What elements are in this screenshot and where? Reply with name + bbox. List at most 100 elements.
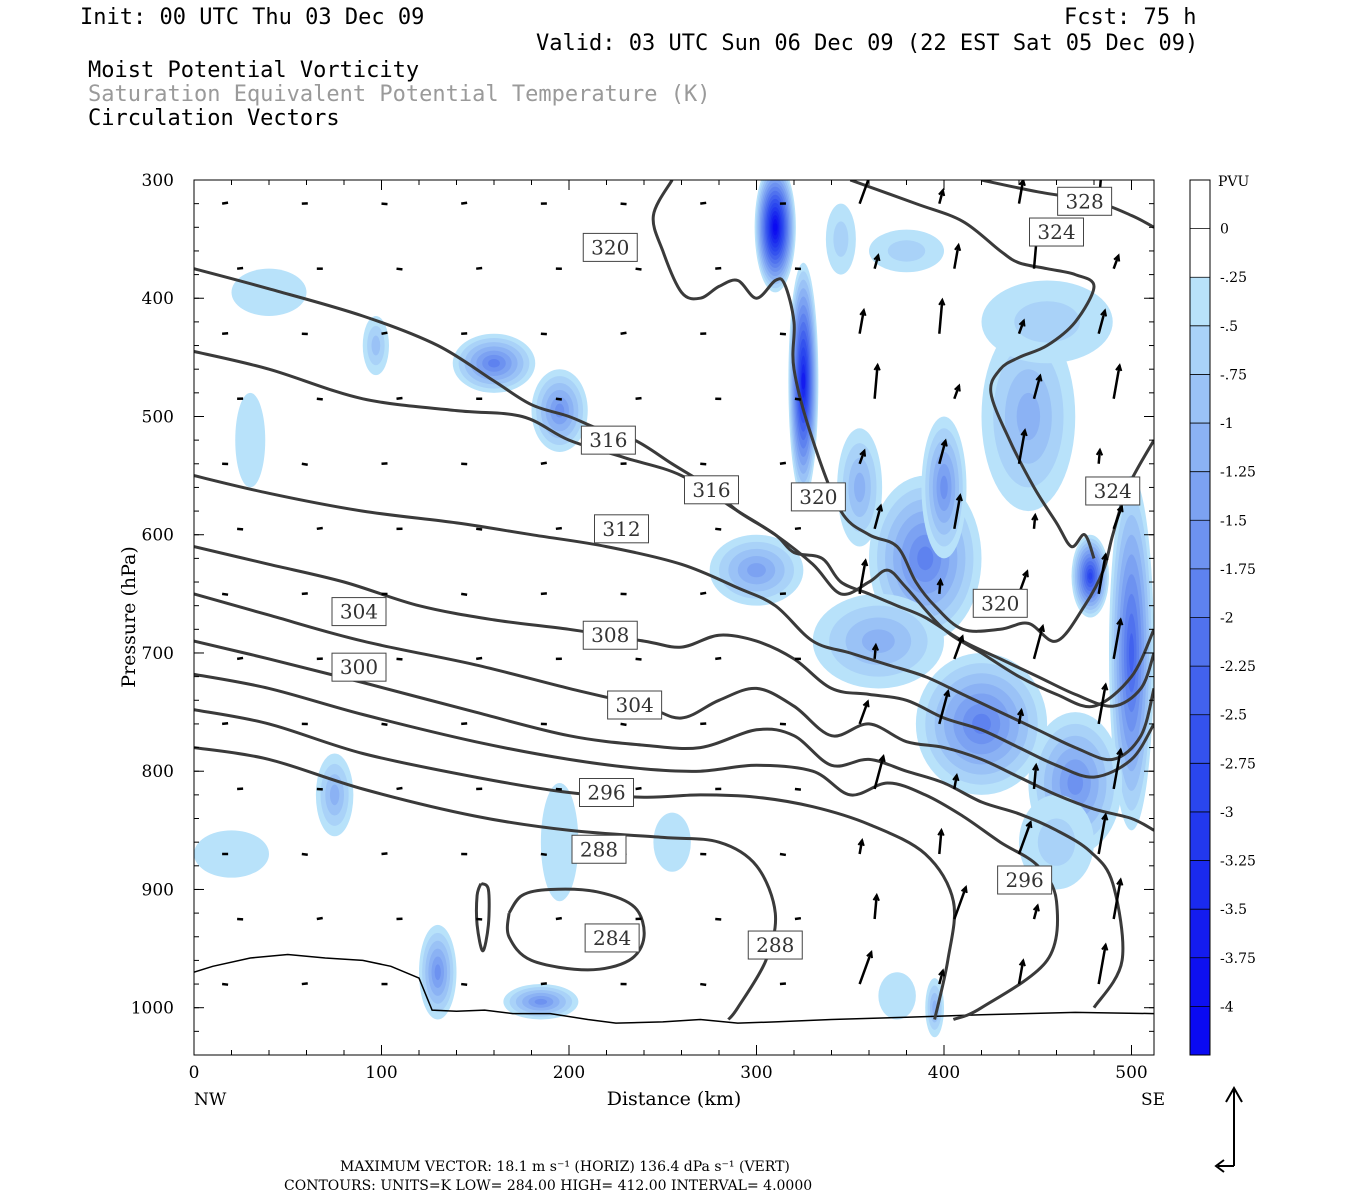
colorbar-swatch	[1190, 568, 1210, 618]
pv-blob	[812, 593, 944, 689]
contour-label: 320	[790, 482, 846, 512]
vector-arrow	[715, 656, 722, 661]
vector-arrow	[953, 885, 968, 920]
vector-arrow	[857, 838, 865, 855]
svg-text:304: 304	[616, 693, 654, 717]
vector-arrow	[1112, 504, 1124, 530]
contour-316	[194, 350, 1154, 709]
colorbar-swatch	[1190, 666, 1210, 715]
vector-arrow	[396, 267, 403, 271]
colorbar-level-label: -2.25	[1220, 659, 1256, 675]
y-tick-label: 600	[142, 526, 174, 546]
colorbar-level-label: -2	[1220, 611, 1234, 627]
svg-text:300: 300	[340, 655, 378, 679]
pv-blob	[540, 783, 579, 902]
vector-arrow	[555, 397, 562, 401]
contour-296	[194, 672, 1060, 1021]
vector-arrow	[1032, 903, 1040, 920]
vector-arrow	[221, 592, 229, 596]
contour-label: 304	[331, 597, 387, 627]
pv-blob	[869, 229, 944, 273]
pv-blob	[235, 392, 266, 488]
vector-arrow	[858, 950, 873, 985]
vector-arrow	[301, 852, 308, 856]
svg-text:288: 288	[580, 837, 618, 861]
vector-arrow	[715, 527, 722, 531]
vector-arrow	[1017, 819, 1033, 855]
colorbar-level-label: -1.75	[1220, 562, 1256, 578]
y-tick-label: 800	[142, 762, 174, 782]
vector-arrow	[953, 634, 965, 660]
contour-label: 288	[747, 930, 803, 960]
vector-arrow	[953, 383, 961, 400]
x-axis-title: Distance (km)	[607, 1088, 742, 1110]
terrain-surface	[194, 953, 1154, 1024]
vector-arrow	[700, 201, 707, 205]
vector-arrow	[237, 527, 244, 531]
colorbar-level-label: -3.75	[1220, 951, 1256, 967]
colorbar-level-label: -4	[1220, 999, 1234, 1015]
pv-blob	[925, 978, 944, 1038]
colorbar-swatch	[1190, 228, 1210, 278]
contour-label: 320	[972, 588, 1028, 618]
x-tick-label: 100	[365, 1063, 397, 1083]
pv-blob	[709, 534, 804, 606]
vector-arrow	[460, 201, 468, 205]
colorbar-level-label: -3.5	[1220, 902, 1247, 918]
colorbar-level-label: -1	[1220, 416, 1234, 432]
colorbar-level-label: -2.5	[1220, 708, 1247, 724]
svg-text:324: 324	[1037, 220, 1075, 244]
vector-arrow	[1112, 617, 1124, 660]
contour-label: 304	[607, 690, 663, 720]
colorbar-swatch	[1190, 1006, 1210, 1055]
vector-arrow	[779, 982, 787, 986]
vector-arrow	[316, 397, 323, 401]
y-tick-label: 1000	[131, 999, 174, 1019]
colorbar-level-label: 0	[1220, 222, 1229, 238]
contour-labels: 328 324 320 316 316 320 324 312 320 304 308 300 304 2…	[331, 186, 1141, 960]
vector-arrow	[938, 187, 946, 204]
colorbar-swatch	[1190, 811, 1210, 861]
svg-text:316: 316	[589, 428, 627, 452]
vector-arrow	[873, 362, 881, 399]
svg-text:320: 320	[799, 485, 837, 509]
field-title-thetae: Saturation Equivalent Potential Temperat…	[88, 82, 711, 107]
x-tick-label: 400	[928, 1063, 960, 1083]
x-tick-label: 500	[1115, 1063, 1147, 1083]
vector-arrow	[1095, 447, 1104, 464]
colorbar-swatch	[1190, 617, 1210, 667]
colorbar-swatch	[1190, 714, 1210, 764]
colorbar-level-label: -.5	[1220, 319, 1238, 335]
colorbar-level-label: -1.25	[1220, 465, 1256, 481]
vector-arrow	[381, 722, 388, 726]
colorbar-swatch	[1190, 860, 1210, 910]
vector-arrow	[1017, 958, 1026, 985]
x-left-label-nw: NW	[194, 1090, 227, 1110]
vector-arrow	[700, 591, 707, 596]
vector-arrow	[1016, 707, 1025, 725]
colorbar-swatch	[1190, 325, 1210, 375]
pv-blob	[837, 428, 883, 547]
contour-label: 316	[580, 425, 636, 455]
vector-arrow	[301, 462, 308, 466]
vector-arrow	[858, 180, 870, 205]
svg-text:296: 296	[1006, 868, 1044, 892]
vector-arrow	[873, 753, 886, 790]
contour-284	[505, 887, 646, 972]
vector-arrow	[476, 656, 483, 661]
x-tick-label: 300	[740, 1063, 772, 1083]
contour-286	[475, 882, 491, 953]
vector-arrow	[555, 787, 562, 791]
colorbar-level-label: -.25	[1220, 270, 1247, 286]
pv-blob	[231, 268, 307, 316]
colorbar-swatch	[1190, 763, 1210, 812]
vector-arrow	[635, 267, 642, 271]
colorbar-level-label: -.75	[1220, 367, 1247, 383]
vector-arrow	[872, 892, 880, 920]
vector-arrow	[700, 982, 707, 987]
colorbar-swatch	[1190, 423, 1210, 472]
pv-blob	[825, 203, 856, 275]
vector-arrow	[937, 827, 945, 855]
svg-text:328: 328	[1066, 189, 1104, 213]
terrain-line	[194, 953, 1154, 1024]
